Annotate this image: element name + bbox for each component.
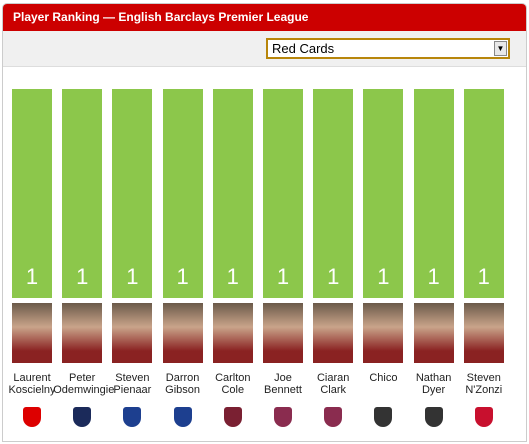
bar: [263, 89, 303, 298]
club-badge: [23, 407, 41, 427]
club-badge: [173, 407, 192, 427]
player-column[interactable]: 1 Nathan Dyer: [407, 67, 457, 441]
player-photo: [463, 303, 504, 363]
value-label: 1: [477, 264, 490, 289]
player-photo: [212, 303, 253, 363]
player-column[interactable]: 1 Joe Bennett: [256, 67, 306, 441]
player-column[interactable]: 1 Peter Odemwingie: [53, 67, 114, 441]
player-name: Darron Gibson: [165, 372, 201, 396]
dropdown-arrow[interactable]: ▼: [494, 41, 507, 56]
value-label: 1: [377, 264, 390, 289]
bar: [313, 89, 354, 298]
value-label: 1: [25, 264, 39, 289]
widget: Player Ranking — English Barclays Premie…: [2, 3, 527, 442]
chart-title: Player Ranking — English Barclays Premie…: [3, 4, 526, 31]
club-badge: [324, 407, 343, 427]
value-label: 1: [276, 264, 290, 289]
value-label: 1: [226, 264, 239, 289]
player-name: Ciaran Clark: [316, 372, 350, 396]
club-badge: [274, 407, 292, 427]
bar: [463, 89, 504, 298]
value-label: 1: [76, 264, 89, 289]
club-badge: [374, 407, 393, 427]
player-column[interactable]: 1 Steven Pienaar: [105, 67, 155, 441]
player-photo: [413, 303, 454, 363]
player-name: Joe Bennett: [264, 372, 302, 396]
player-column[interactable]: 1 Carlton Cole: [206, 67, 256, 441]
value-label: 1: [327, 264, 340, 289]
club-badge: [73, 407, 92, 427]
club-badge: [223, 407, 242, 427]
player-column[interactable]: 1 Darron Gibson: [156, 67, 206, 441]
player-column[interactable]: 1 Laurent Koscielny: [5, 67, 56, 441]
metric-dropdown[interactable]: Red Cards ▼: [266, 38, 510, 59]
bar: [212, 89, 253, 298]
bar: [62, 89, 103, 298]
player-photo: [62, 303, 103, 363]
club-badge: [474, 407, 493, 427]
player-name: Laurent Koscielny: [8, 372, 56, 396]
player-photo: [162, 303, 203, 363]
club-badge: [123, 407, 142, 427]
plot-area: 1 Laurent Koscielny 1 Peter Odemwingie 1 Stev…: [3, 67, 526, 441]
player-photo: [112, 303, 153, 363]
bar: [112, 89, 153, 298]
player-photo: [12, 303, 52, 363]
value-label: 1: [427, 264, 440, 289]
player-name: Nathan Dyer: [415, 372, 452, 396]
club-badge: [424, 407, 443, 427]
bar: [162, 89, 203, 298]
player-name: Chico: [369, 372, 398, 384]
bar: [363, 89, 404, 298]
player-column[interactable]: 1 Steven N'Zonzi: [457, 67, 507, 441]
value-label: 1: [176, 264, 189, 289]
player-photo: [313, 303, 354, 363]
player-name: Carlton Cole: [215, 372, 251, 396]
bar: [413, 89, 454, 298]
player-column[interactable]: 1 Chico: [356, 67, 406, 441]
bar: [12, 89, 52, 298]
player-column[interactable]: 1 Ciaran Clark: [306, 67, 356, 441]
player-name: Peter Odemwingie: [53, 372, 115, 396]
value-label: 1: [126, 264, 139, 289]
toolbar: Red Cards ▼: [3, 31, 526, 67]
player-photo: [263, 303, 303, 363]
player-name: Steven N'Zonzi: [465, 372, 503, 396]
dropdown-value: Red Cards: [272, 41, 335, 56]
player-name: Steven Pienaar: [113, 372, 152, 396]
player-photo: [363, 303, 404, 363]
